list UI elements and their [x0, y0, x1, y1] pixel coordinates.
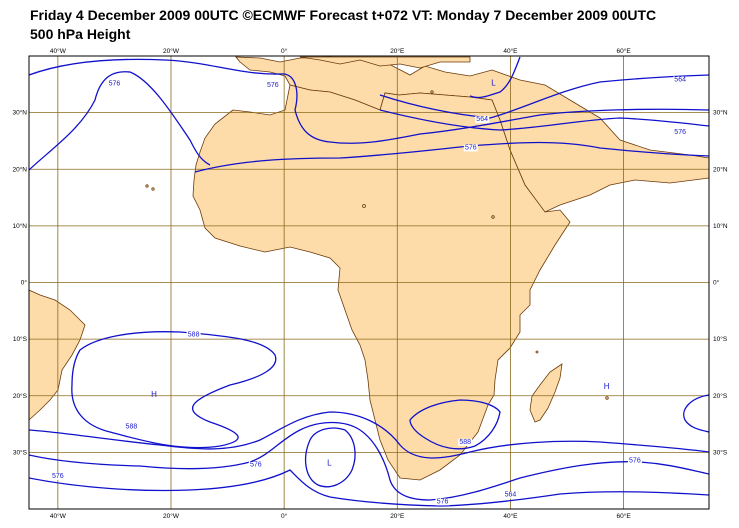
contour-label-bg	[107, 80, 122, 88]
contour-label-bg	[458, 438, 473, 446]
island	[151, 187, 155, 191]
lat-tick-label-right: 10°N	[713, 222, 728, 230]
lon-tick-label-bottom: 20°W	[163, 512, 180, 520]
contour-588-southatlantic-high	[71, 331, 277, 449]
contour-label-bg	[475, 116, 490, 124]
lon-tick-label-bottom: 20°E	[390, 512, 405, 520]
high-pressure-marker: H	[151, 390, 157, 399]
lat-tick-label-right: 0°	[713, 279, 720, 287]
contour-label: 564	[505, 492, 517, 499]
madagascar	[529, 363, 563, 423]
south-america	[29, 289, 86, 421]
map-border	[28, 55, 710, 510]
contour-label-bg	[503, 491, 518, 499]
contour-label: 576	[674, 129, 686, 136]
contour-label: 588	[459, 439, 471, 446]
contour-labels: 576 576 564 564 576 576 588 588 576 588 576 576 576 5…	[50, 76, 688, 506]
contour-label: 588	[188, 331, 200, 338]
contour-label: 564	[476, 116, 488, 123]
contour-mid-north	[379, 109, 709, 131]
lon-tick-label-top: 60°E	[616, 47, 631, 55]
contour-label: 576	[267, 82, 279, 89]
contour-label: 576	[437, 498, 449, 505]
graticule	[29, 56, 709, 509]
lon-tick-label-top: 20°E	[390, 47, 405, 55]
contour-label: 564	[674, 76, 686, 83]
lat-tick-label-right: 10°S	[713, 335, 728, 343]
contour-north-trough	[469, 56, 521, 99]
map-subtitle: 500 hPa Height	[30, 26, 131, 42]
contour-label: 576	[465, 144, 477, 151]
contour-label: 576	[629, 458, 641, 465]
contour-east-indian	[683, 394, 709, 433]
low-pressure-marker: L	[327, 458, 332, 467]
contour-576-north-atlantic	[29, 58, 709, 144]
southern-europe	[299, 56, 471, 69]
contour-label: 576	[250, 462, 262, 469]
lat-tick-label-left: 10°S	[13, 335, 28, 343]
lon-tick-label-top: 20°W	[163, 47, 180, 55]
island	[491, 215, 495, 219]
contour-label-bg	[248, 461, 263, 469]
contour-label-bg	[673, 129, 688, 137]
lat-tick-label-left: 30°N	[12, 109, 27, 117]
contour-label: 588	[126, 424, 138, 431]
contour-label-bg	[265, 82, 280, 90]
lat-tick-label-left: 20°N	[12, 165, 27, 173]
lat-tick-label-right: 20°N	[713, 165, 728, 173]
island	[430, 90, 434, 94]
lon-tick-label-top: 0°	[281, 47, 288, 55]
lon-tick-label-top: 40°W	[50, 47, 67, 55]
island	[535, 350, 539, 354]
contour-label-bg	[673, 76, 688, 84]
contour-label: 576	[109, 80, 121, 87]
high-pressure-marker: H	[604, 382, 610, 391]
low-pressure-marker: L	[491, 78, 496, 87]
lat-tick-label-left: 20°S	[13, 392, 28, 400]
contour-label-bg	[50, 472, 65, 480]
island	[362, 204, 366, 208]
contour-label-bg	[627, 457, 642, 465]
contour-label-bg	[186, 331, 201, 339]
lat-tick-label-right: 30°S	[713, 448, 728, 456]
map-title: Friday 4 December 2009 00UTC ©ECMWF Fore…	[30, 7, 657, 23]
contour-label-bg	[124, 423, 139, 431]
lon-tick-label-bottom: 60°E	[616, 512, 631, 520]
contour-label: 576	[52, 473, 64, 480]
contour-576-south	[29, 421, 709, 501]
lat-tick-label-left: 30°S	[13, 448, 28, 456]
contour-576-loop	[29, 71, 211, 171]
axis-ticks: 40°W 40°W 20°W 20°W 0° 0° 20°E 20°E 40°E 40°E 60°E…	[12, 47, 727, 520]
contour-564-north	[379, 74, 709, 119]
contour-label-bg	[463, 144, 478, 152]
lat-tick-label-left: 0°	[21, 279, 28, 287]
pressure-centers: L H L H	[151, 78, 610, 467]
contour-southern-ring	[29, 411, 709, 459]
island	[145, 184, 149, 188]
lon-tick-label-bottom: 40°W	[50, 512, 67, 520]
island	[605, 396, 609, 400]
contour-south-low	[304, 427, 356, 488]
contour-588-south-indian	[409, 399, 501, 450]
contour-label-bg	[435, 498, 450, 506]
contour-bottom-south	[29, 469, 709, 507]
lat-tick-label-right: 30°N	[713, 109, 728, 117]
lon-tick-label-bottom: 40°E	[503, 512, 518, 520]
lat-tick-label-left: 10°N	[12, 222, 27, 230]
lon-tick-label-top: 40°E	[503, 47, 518, 55]
lon-tick-label-bottom: 0°	[281, 512, 288, 520]
lat-tick-label-right: 20°S	[713, 392, 728, 400]
